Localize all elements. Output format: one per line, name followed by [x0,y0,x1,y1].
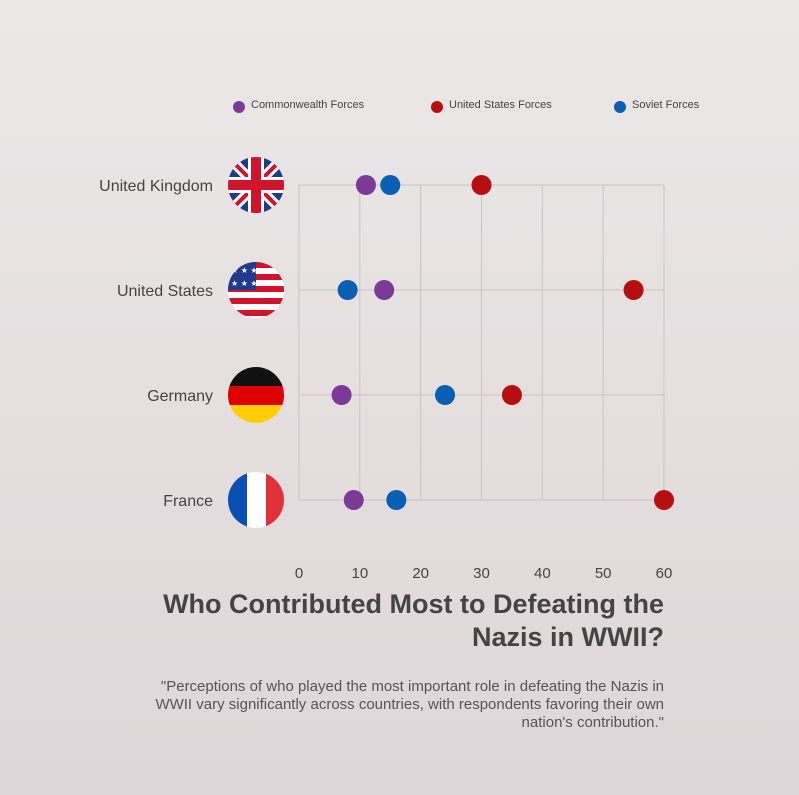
france-flag-icon [228,472,284,528]
data-point [386,490,407,510]
grid [298,184,665,501]
data-point [331,385,352,405]
data-point [374,280,395,300]
x-tick-label: 10 [351,565,368,582]
category-label: France [163,493,213,510]
us-flag-icon: ★ ★ ★ ★ ★ ★ [228,262,284,318]
legend-marker [431,101,443,113]
data-point [623,280,644,300]
category-label: United Kingdom [99,178,213,195]
x-axis-ticks: 0 10 20 30 40 50 60 [295,565,673,582]
data-point [501,385,522,405]
svg-text:★ ★ ★: ★ ★ ★ [231,279,258,288]
legend-label: United States Forces [449,99,552,111]
data-point [380,175,401,195]
x-tick-label: 50 [595,565,612,582]
category-label: United States [117,283,213,300]
svg-text:★ ★ ★: ★ ★ ★ [231,266,258,275]
x-tick-label: 40 [534,565,551,582]
legend-marker [233,101,245,113]
x-tick-label: 30 [473,565,490,582]
chart-subtitle: "Perceptions of who played the most impo… [155,678,664,731]
chart-title: Who Contributed Most to Defeating the Na… [163,589,664,652]
x-tick-label: 0 [295,565,303,582]
x-tick-label: 60 [656,565,673,582]
data-points [331,175,674,510]
uk-flag-icon [228,157,284,213]
x-tick-label: 20 [412,565,429,582]
category-labels: United Kingdom United States Germany France [99,178,213,510]
data-point [343,490,364,510]
data-point [355,175,376,195]
data-point [471,175,492,195]
legend: Commonwealth Forces United States Forces S… [233,99,700,113]
legend-label: Soviet Forces [632,99,700,111]
legend-marker [614,101,626,113]
legend-label: Commonwealth Forces [251,99,365,111]
data-point [337,280,358,300]
data-point [654,490,674,510]
germany-flag-icon [228,367,284,423]
data-point [435,385,455,405]
category-label: Germany [147,388,213,405]
